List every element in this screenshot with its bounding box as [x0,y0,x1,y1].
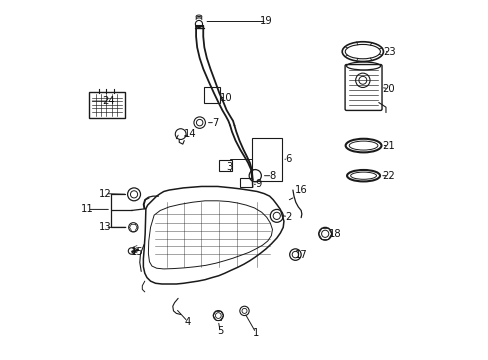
Text: 5: 5 [217,326,223,336]
Text: 9: 9 [254,179,261,189]
Text: 21: 21 [382,140,394,150]
Text: 6: 6 [285,154,291,164]
Text: 1: 1 [252,328,259,338]
FancyBboxPatch shape [345,64,381,111]
Text: 2: 2 [285,212,291,221]
Text: 7: 7 [211,118,218,128]
Text: 13: 13 [99,222,111,232]
Text: 3: 3 [226,162,232,172]
Text: 11: 11 [81,204,94,215]
Text: 23: 23 [383,46,395,57]
Text: 20: 20 [382,84,394,94]
Text: 19: 19 [260,17,273,27]
FancyBboxPatch shape [88,92,124,118]
Text: 18: 18 [328,229,341,239]
Text: 4: 4 [184,317,191,327]
Text: 10: 10 [219,93,232,103]
Text: 15: 15 [131,247,143,257]
Text: 12: 12 [99,189,111,199]
Text: 8: 8 [269,171,275,181]
Text: 16: 16 [294,185,307,195]
Text: 22: 22 [382,171,394,181]
Text: 17: 17 [294,250,307,260]
Text: 24: 24 [102,96,115,106]
Text: 14: 14 [183,129,196,139]
